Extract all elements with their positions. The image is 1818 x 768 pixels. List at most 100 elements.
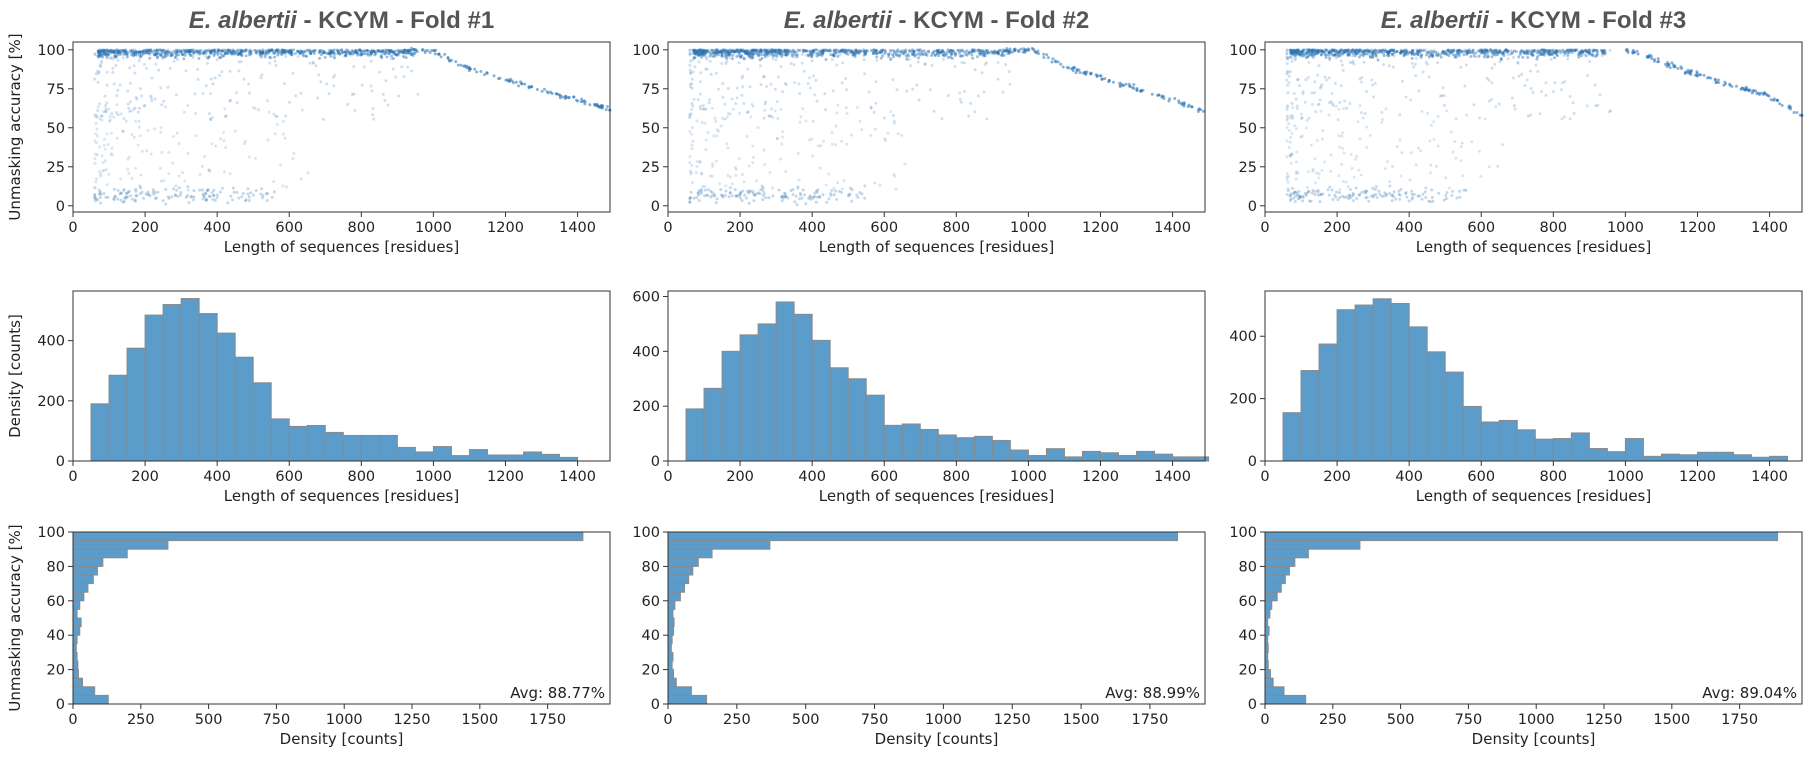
x-tick-label: 1400	[1154, 220, 1191, 236]
scatter-point	[746, 53, 750, 57]
scatter-point	[372, 50, 376, 54]
histogram-bar	[829, 367, 849, 462]
scatter-point	[773, 53, 777, 57]
scatter-point	[726, 146, 730, 150]
scatter-point	[365, 49, 369, 53]
scatter-point	[263, 55, 267, 59]
scatter-point	[731, 53, 735, 57]
scatter-point	[891, 113, 895, 117]
scatter-point	[172, 187, 176, 191]
scatter-point	[790, 52, 794, 56]
scatter-point	[1697, 73, 1701, 77]
fold3-accuracy-hist: Avg: 89.04%0 250 500 750 1000 1250 1500 1750020…	[1229, 525, 1803, 748]
scatter-point	[281, 51, 285, 55]
scatter-point	[312, 49, 316, 53]
scatter-point	[392, 50, 396, 54]
scatter-point	[760, 56, 764, 60]
scatter-point	[905, 89, 909, 93]
scatter-point	[239, 60, 243, 64]
scatter-point	[1412, 192, 1416, 196]
scatter-point	[182, 48, 186, 52]
scatter-point	[1287, 128, 1291, 132]
scatter-point	[728, 55, 732, 59]
scatter-point	[1577, 52, 1581, 56]
histogram-bar	[378, 434, 398, 462]
scatter-point	[402, 75, 406, 79]
scatter-point	[175, 50, 179, 54]
scatter-point	[1394, 197, 1398, 201]
scatter-point	[780, 54, 784, 58]
scatter-point	[749, 50, 753, 54]
scatter-point	[201, 51, 205, 55]
scatter-point	[1501, 51, 1505, 55]
x-tick-label: 0	[68, 712, 77, 728]
scatter-point	[791, 48, 795, 52]
scatter-point	[374, 52, 378, 56]
scatter-point	[1331, 198, 1335, 202]
scatter-point	[215, 51, 219, 55]
scatter-point	[179, 49, 183, 53]
scatter-point	[243, 139, 247, 143]
fold3-scatter: E. albertii - KCYM - Fold #30 200 400 600 80…	[1229, 7, 1804, 256]
scatter-point	[287, 50, 291, 54]
x-tick-label: 250	[1319, 712, 1347, 728]
scatter-point	[828, 48, 832, 52]
scatter-point	[941, 57, 945, 61]
scatter-point	[1596, 103, 1600, 107]
scatter-point	[535, 88, 539, 92]
scatter-point	[1361, 116, 1365, 120]
scatter-point	[123, 196, 127, 200]
scatter-point	[217, 48, 221, 52]
scatter-point	[270, 49, 274, 53]
scatter-point	[220, 49, 224, 53]
scatter-point	[254, 49, 258, 53]
scatter-point	[1002, 53, 1006, 57]
scatter-point	[102, 110, 106, 114]
scatter-point	[96, 53, 100, 57]
histogram-bar	[847, 378, 867, 462]
scatter-point	[734, 167, 738, 171]
histogram-bar	[360, 434, 380, 462]
scatter-point	[775, 51, 779, 55]
scatter-point	[750, 56, 754, 60]
scatter-point	[324, 51, 328, 55]
scatter-point	[164, 49, 168, 53]
scatter-point	[308, 50, 312, 54]
scatter-point	[146, 51, 150, 55]
scatter-point	[265, 192, 269, 196]
scatter-point	[135, 51, 139, 55]
scatter-point	[210, 50, 214, 54]
histogram-bar	[72, 574, 94, 585]
scatter-point	[941, 49, 945, 53]
scatter-point	[135, 97, 139, 101]
scatter-point	[1380, 121, 1384, 125]
scatter-point	[950, 52, 954, 56]
scatter-point	[1498, 60, 1502, 64]
scatter-point	[832, 49, 836, 53]
scatter-point	[713, 116, 717, 120]
scatter-point	[549, 90, 553, 94]
scatter-point	[165, 53, 169, 57]
scatter-point	[791, 193, 795, 197]
scatter-point	[236, 48, 240, 52]
scatter-point	[1013, 49, 1017, 53]
scatter-point	[1483, 117, 1487, 121]
scatter-point	[1341, 146, 1345, 150]
scatter-point	[804, 53, 808, 57]
scatter-point	[738, 196, 742, 200]
scatter-point	[216, 53, 220, 57]
scatter-point	[713, 50, 717, 54]
x-tick-label: 750	[1455, 712, 1483, 728]
y-tick-label: 400	[37, 334, 65, 350]
scatter-point	[98, 49, 102, 53]
scatter-point	[784, 49, 788, 53]
scatter-point	[407, 51, 411, 55]
scatter-point	[688, 155, 692, 159]
histogram-bar	[1063, 456, 1083, 462]
scatter-point	[970, 50, 974, 54]
scatter-point	[1150, 92, 1154, 96]
scatter-point	[164, 202, 168, 206]
scatter-point	[246, 187, 250, 191]
scatter-point	[1196, 109, 1200, 113]
scatter-point	[697, 49, 701, 53]
